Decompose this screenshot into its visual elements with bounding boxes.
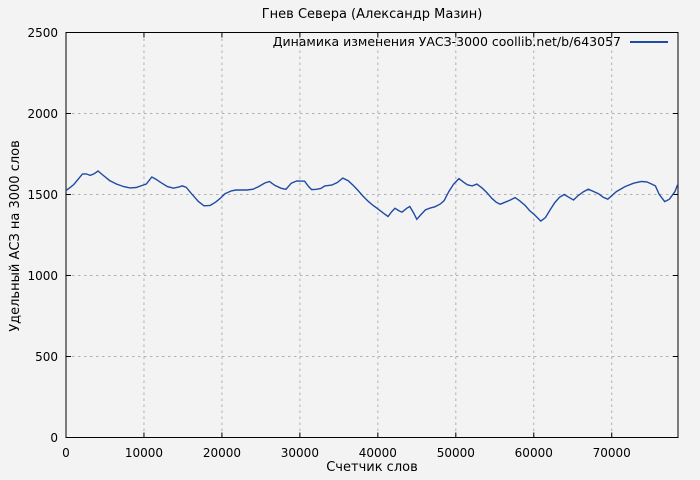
- y-axis-label: Удельный АСЗ на 3000 слов: [8, 140, 23, 332]
- x-tick-label: 30000: [281, 446, 319, 460]
- x-axis-label: Счетчик слов: [326, 460, 418, 475]
- y-tick-label: 1500: [27, 188, 58, 202]
- chart-title: Гнев Севера (Александр Мазин): [261, 7, 483, 22]
- x-tick-label: 70000: [593, 446, 631, 460]
- y-tick-label: 0: [50, 431, 58, 445]
- y-tick-label: 500: [35, 350, 58, 364]
- x-tick-label: 0: [62, 446, 70, 460]
- x-tick-label: 10000: [125, 446, 163, 460]
- plot-border: [65, 32, 679, 438]
- x-tick-label: 60000: [515, 446, 553, 460]
- y-tick-label: 2000: [27, 107, 58, 121]
- y-tick-label: 2500: [27, 26, 58, 40]
- x-tick-label: 40000: [359, 446, 397, 460]
- x-tick-label: 50000: [437, 446, 475, 460]
- y-tick-label: 1000: [27, 269, 58, 283]
- x-tick-label: 20000: [203, 446, 241, 460]
- legend: Динамика изменения УАСЗ-3000 coollib.net…: [273, 35, 668, 49]
- series-line: [65, 170, 679, 223]
- legend-label: Динамика изменения УАСЗ-3000 coollib.net…: [272, 34, 621, 49]
- legend-line-sample: [630, 41, 668, 43]
